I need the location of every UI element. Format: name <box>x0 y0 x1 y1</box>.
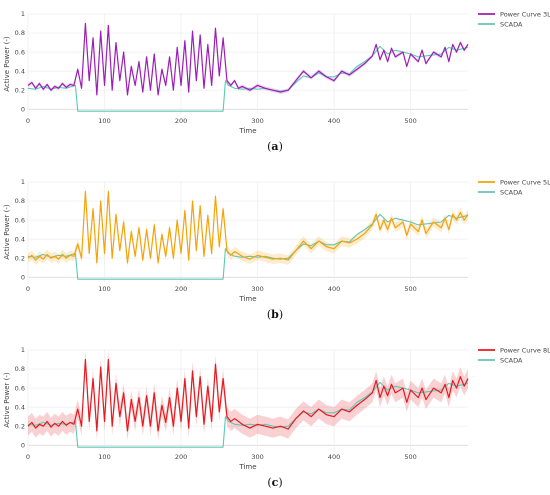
legend-label: Power Curve 5L <box>500 178 550 186</box>
y-tick-label: 0.4 <box>15 235 25 243</box>
y-tick-label: 0.2 <box>15 86 25 94</box>
y-tick-label: 0 <box>21 273 25 281</box>
y-tick-label: 1 <box>21 178 25 186</box>
y-tick-label: 0.8 <box>15 197 25 205</box>
y-axis-title: Active Power (-) <box>3 372 11 428</box>
x-tick-label: 400 <box>328 285 340 293</box>
y-tick-label: 0 <box>21 441 25 449</box>
x-tick-label: 300 <box>251 453 263 461</box>
series-line-power-curve-5l <box>27 190 469 264</box>
y-tick-label: 0 <box>21 105 25 113</box>
x-tick-label: 0 <box>26 453 30 461</box>
y-tick-label: 0.6 <box>15 216 25 224</box>
legend-label: SCADA <box>500 188 523 196</box>
caption-part: ) <box>278 476 282 489</box>
x-tick-label: 0 <box>26 285 30 293</box>
x-tick-label: 200 <box>175 285 187 293</box>
x-tick-label: 500 <box>404 453 416 461</box>
x-tick-label: 300 <box>251 117 263 125</box>
x-tick-label: 100 <box>98 117 110 125</box>
series-line-power-curve-3l <box>27 22 469 96</box>
chart-panel-b: 0 0.2 0.4 0.6 0.8 1 0 100 200 300 400 500 Time Active… <box>3 178 550 321</box>
panel-caption: (b) <box>267 308 283 321</box>
y-tick-label: 1 <box>21 346 25 354</box>
caption-part: b <box>271 308 279 321</box>
y-axis-title: Active Power (-) <box>3 36 11 92</box>
x-tick-label: 400 <box>328 117 340 125</box>
x-tick-label: 100 <box>98 285 110 293</box>
x-tick-label: 500 <box>404 285 416 293</box>
x-tick-label: 300 <box>251 285 263 293</box>
y-tick-label: 1 <box>21 10 25 18</box>
x-tick-label: 400 <box>328 453 340 461</box>
y-axis-title: Active Power (-) <box>3 204 11 260</box>
legend-label: SCADA <box>500 356 523 364</box>
chart-panel-a: 0 0.2 0.4 0.6 0.8 1 0 100 200 300 400 500 Time Active… <box>3 10 550 153</box>
x-axis-title: Time <box>238 463 256 471</box>
caption-part: ) <box>279 308 283 321</box>
y-tick-label: 0.6 <box>15 48 25 56</box>
legend-label: Power Curve 8L <box>500 346 550 354</box>
caption-part: ( <box>267 476 271 489</box>
y-tick-label: 0.8 <box>15 365 25 373</box>
panel-caption: (c) <box>267 476 282 489</box>
y-tick-label: 0.2 <box>15 254 25 262</box>
caption-part: ( <box>267 140 271 153</box>
chart-panel-c: 0 0.2 0.4 0.6 0.8 1 0 100 200 300 400 500 Time Active… <box>3 346 550 489</box>
caption-part: a <box>271 140 278 153</box>
x-tick-label: 100 <box>98 453 110 461</box>
legend-label: SCADA <box>500 20 523 28</box>
x-tick-label: 200 <box>175 453 187 461</box>
x-tick-label: 200 <box>175 117 187 125</box>
y-tick-label: 0.6 <box>15 384 25 392</box>
series-line-scada <box>27 45 469 112</box>
x-axis-title: Time <box>238 295 256 303</box>
series-line-power-curve-8l <box>27 358 469 432</box>
panel-caption: (a) <box>267 140 283 153</box>
x-axis-title: Time <box>238 127 256 135</box>
legend-label: Power Curve 3L <box>500 10 550 18</box>
caption-part: ( <box>267 308 271 321</box>
y-tick-label: 0.2 <box>15 422 25 430</box>
y-tick-label: 0.4 <box>15 403 25 411</box>
caption-part: c <box>272 476 279 489</box>
caption-part: ) <box>279 140 283 153</box>
x-tick-label: 500 <box>404 117 416 125</box>
y-tick-label: 0.8 <box>15 29 25 37</box>
y-tick-label: 0.4 <box>15 67 25 75</box>
x-tick-label: 0 <box>26 117 30 125</box>
